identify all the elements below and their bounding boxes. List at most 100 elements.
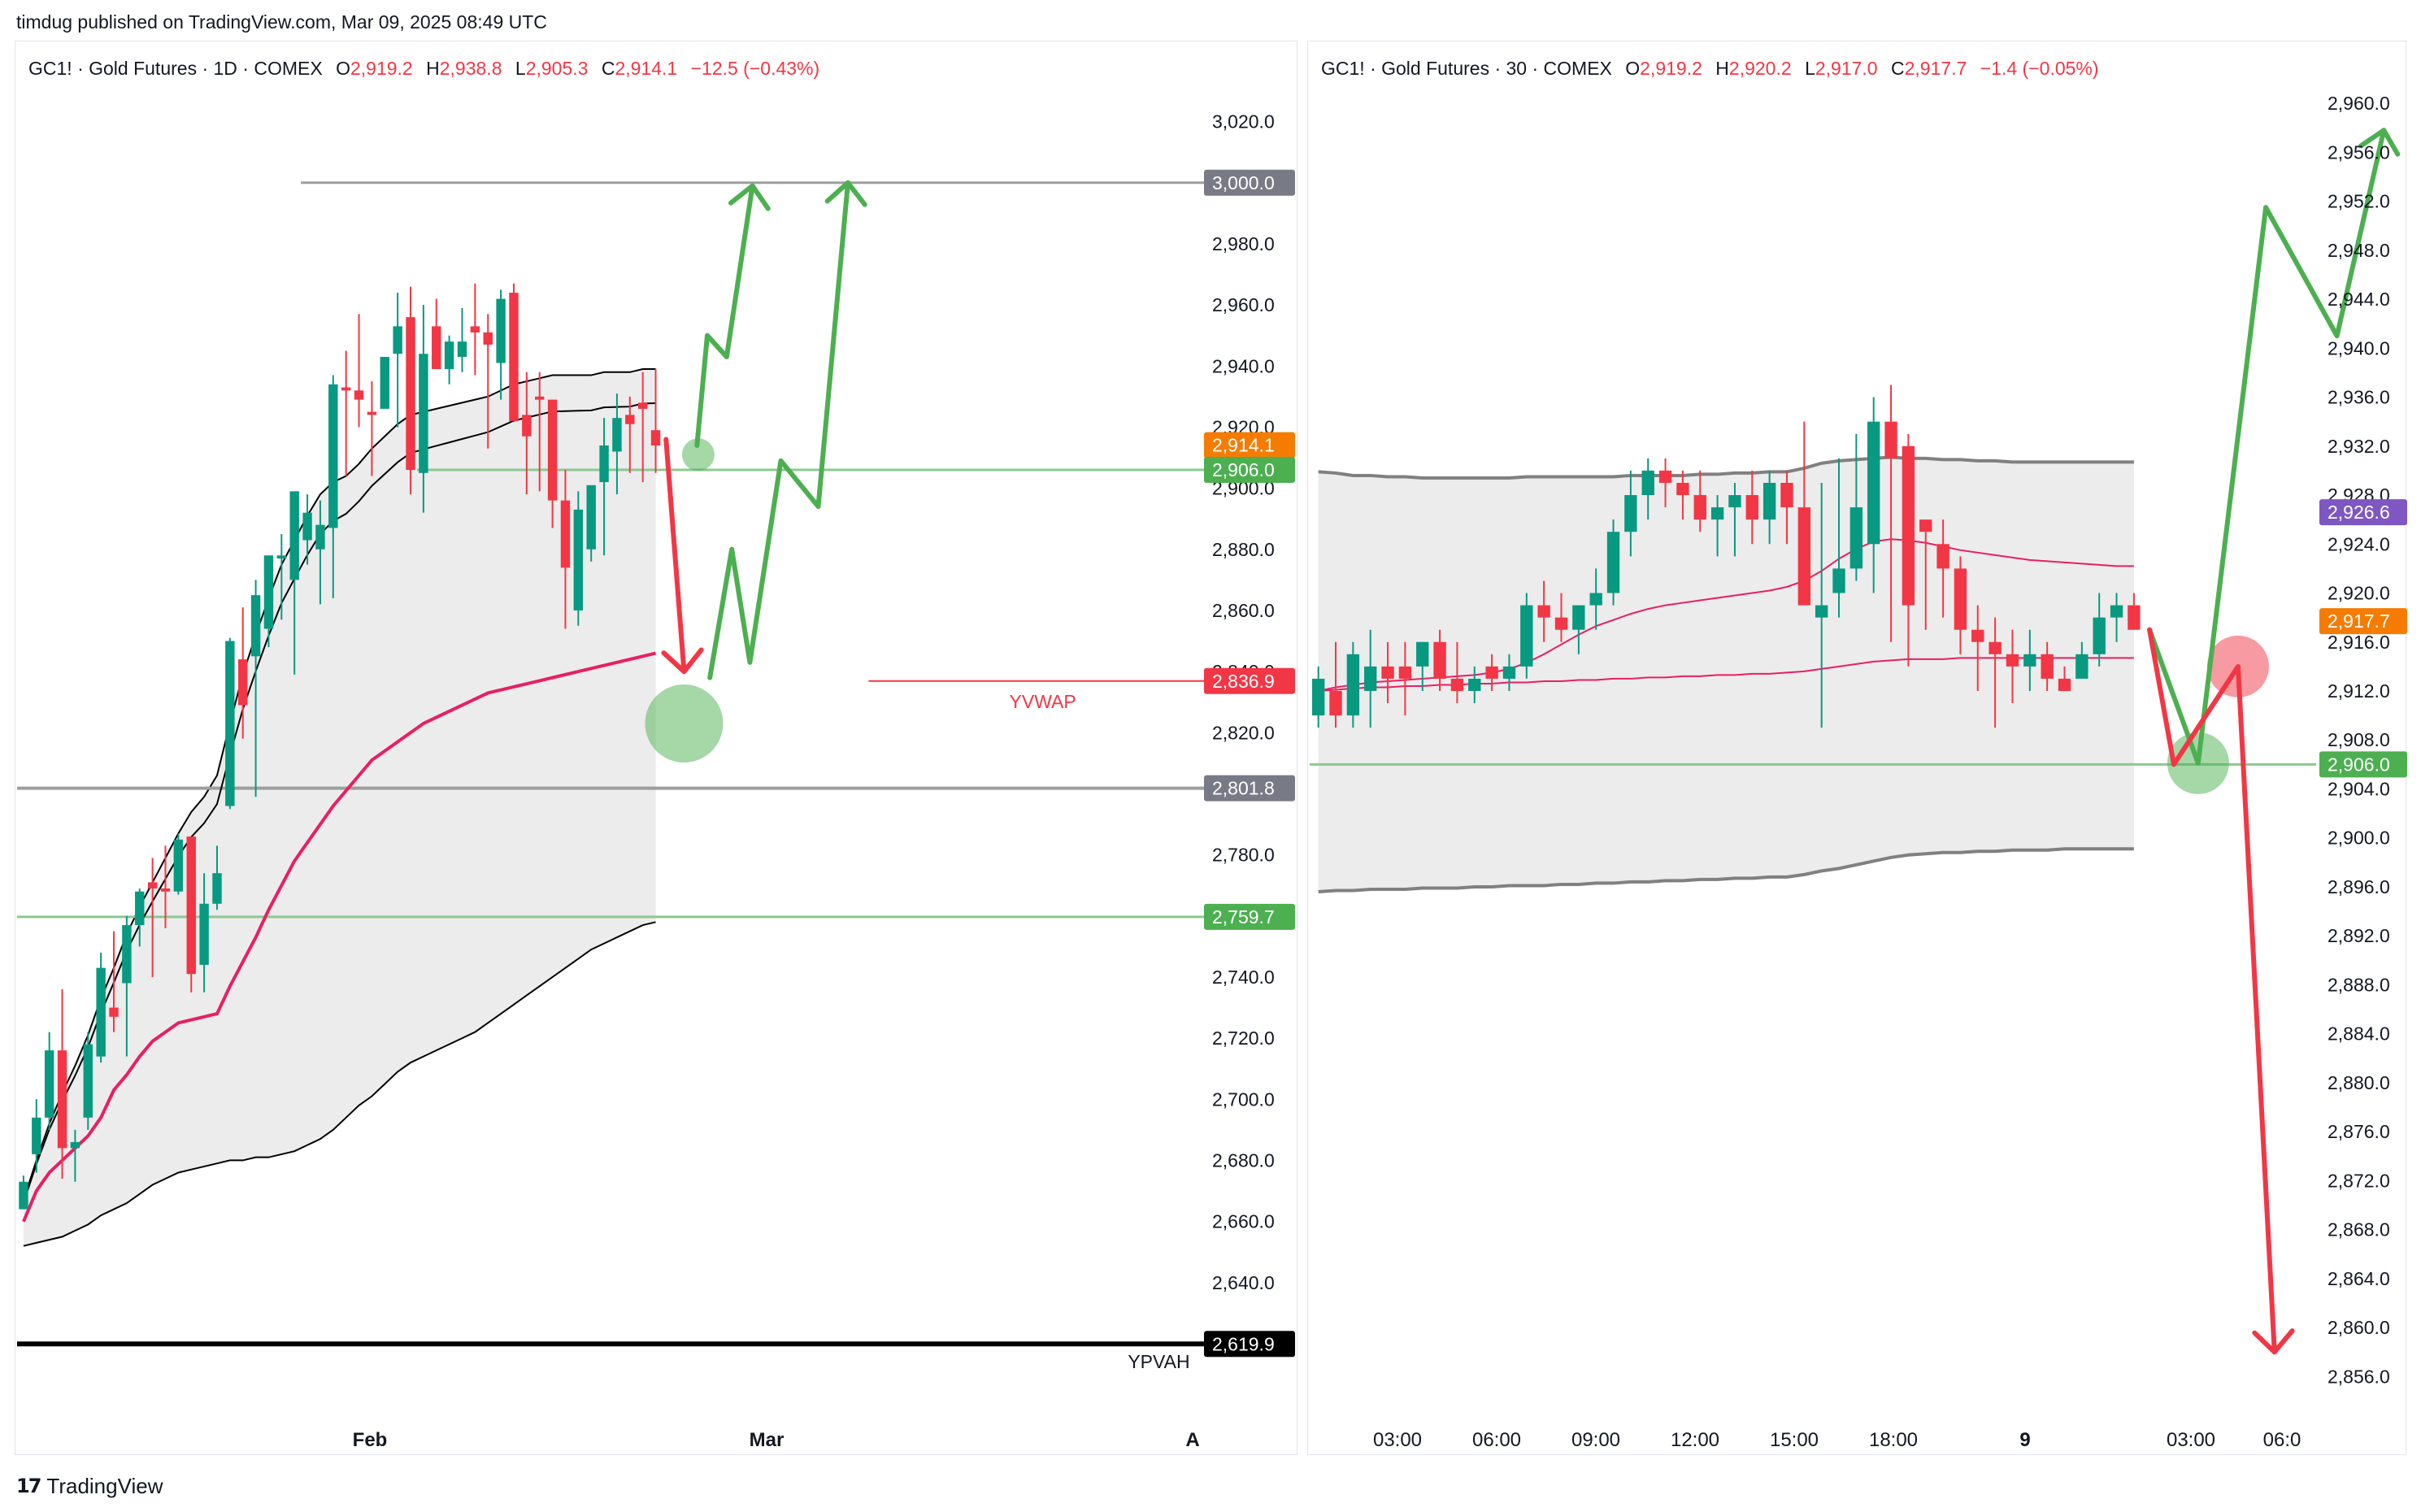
y-axis-tick-label: 2,948.0: [2328, 240, 2390, 261]
price-tag-box: [2319, 499, 2407, 526]
daily-close-value: 2,914.1: [615, 58, 678, 79]
band-lower-line: [23, 921, 656, 1247]
y-axis-tick-label: 3,020.0: [1212, 111, 1275, 133]
candle-body: [419, 354, 428, 473]
candle-body: [625, 415, 635, 424]
scenario-path: [707, 180, 850, 680]
price-tag-label: 2,759.7: [1212, 906, 1275, 928]
candle-body: [1797, 507, 1811, 606]
candle-body: [496, 298, 506, 363]
price-tag-box: [2319, 751, 2407, 778]
price-tag-label: 2,906.0: [1212, 459, 1275, 480]
candle-body: [573, 509, 584, 610]
daily-close-label: C: [601, 58, 615, 79]
price-tag-label: 2,801.8: [1212, 778, 1275, 799]
chart-annotation-label: YPVAH: [1128, 1351, 1189, 1372]
candle-body: [238, 659, 248, 706]
candle-body: [535, 396, 545, 400]
candle-body: [2058, 678, 2071, 691]
daily-change-value: −12.5 (−0.43%): [690, 58, 820, 79]
price-tag-label: 2,917.7: [2328, 610, 2390, 632]
candle-body: [70, 1141, 80, 1149]
candle-body: [276, 555, 287, 559]
price-tag-box: [1204, 667, 1295, 694]
candle-body: [1884, 421, 1897, 458]
x-axis-tick-label: Mar: [750, 1429, 785, 1451]
candle-body: [109, 1007, 119, 1017]
band-upper-line: [1318, 455, 2134, 480]
candle-body: [2128, 605, 2141, 630]
chart-panel-daily[interactable]: YVWAP YPVAH 3,020.0 2,980.0 2,960.0 2,940.0 2,…: [15, 41, 1297, 1455]
daily-high-label: H: [426, 58, 440, 79]
candle-body: [1641, 470, 1654, 496]
daily-chart-svg[interactable]: YVWAP YPVAH 3,020.0 2,980.0 2,960.0 2,940.0 2,…: [15, 41, 1298, 1456]
candle-body: [1658, 470, 1672, 483]
y-axis-tick-label: 2,868.0: [2328, 1219, 2390, 1240]
y-axis-tick-label: 2,904.0: [2328, 778, 2390, 799]
x-axis-tick-label: 9: [2019, 1429, 2030, 1451]
tradingview-wordmark: TradingView: [46, 1474, 163, 1498]
candle-body: [483, 332, 493, 345]
y-axis-tick-label: 2,936.0: [2328, 387, 2390, 408]
candle-body: [1954, 568, 1967, 630]
daily-symbol-title: GC1! · Gold Futures · 1D · COMEX: [28, 58, 323, 79]
candle-body: [1780, 482, 1793, 508]
candle-body: [1572, 605, 1585, 630]
candle-body: [2093, 617, 2106, 654]
y-axis-tick-label: 2,912.0: [2328, 680, 2390, 702]
y-axis-tick-label: 2,700.0: [1212, 1088, 1275, 1110]
x-axis-tick-label: 09:00: [1571, 1429, 1620, 1451]
intraday-low-value: 2,917.0: [1815, 58, 1878, 79]
intraday-low-label: L: [1805, 58, 1815, 79]
candle-body: [612, 418, 622, 452]
price-tag-box: [1204, 432, 1295, 458]
candle-body: [186, 836, 196, 975]
candle-body: [1364, 666, 1377, 691]
candle-body: [135, 891, 145, 926]
chart-panel-30min[interactable]: 2,960.0 2,956.0 2,952.0 2,948.0 2,944.0 2,940…: [1307, 41, 2407, 1456]
price-tag-box: [2319, 608, 2407, 635]
x-axis-tick-label: 06:0: [2263, 1429, 2301, 1451]
candle-body: [547, 399, 558, 501]
candle-body: [1919, 519, 1932, 532]
y-axis-tick-label: 2,916.0: [2328, 632, 2390, 653]
daily-low-value: 2,905.3: [525, 58, 589, 79]
x-axis-tick-label: A: [1185, 1429, 1199, 1451]
x-axis-tick-label: 06:00: [1472, 1429, 1521, 1451]
price-tag-label: 3,000.0: [1212, 172, 1275, 193]
candle-body: [302, 512, 312, 541]
candle-body: [1676, 482, 1689, 496]
candle-body: [1606, 532, 1620, 593]
scenario-arrowhead: [2358, 128, 2401, 157]
y-axis-tick-label: 2,900.0: [2328, 828, 2390, 849]
scenario-arrowhead: [661, 647, 704, 675]
candle-body: [470, 326, 480, 332]
candle-body: [444, 341, 454, 370]
chart-annotation-label: YVWAP: [1010, 691, 1076, 712]
candle-body: [225, 641, 235, 806]
y-axis-tick-label: 2,908.0: [2328, 729, 2390, 750]
candle-body: [1346, 654, 1360, 716]
y-axis-tick-label: 2,896.0: [2328, 876, 2390, 897]
y-axis-tick-label: 2,940.0: [2328, 337, 2390, 358]
intraday-high-value: 2,920.2: [1728, 58, 1792, 79]
candle-body: [1502, 666, 1516, 679]
candle-body: [250, 595, 261, 657]
price-tag-box: [1204, 903, 1295, 930]
y-axis-tick-label: 2,932.0: [2328, 436, 2390, 457]
candle-body: [1763, 482, 1776, 520]
daily-chart-header: GC1! · Gold Futures · 1D · COMEX O2,919.…: [28, 58, 819, 80]
y-axis-tick-label: 2,960.0: [2328, 93, 2390, 114]
tradingview-mark-icon: 𝟭𝟳: [16, 1475, 41, 1497]
scenario-path: [2147, 627, 2277, 1355]
tradingview-logo[interactable]: 𝟭𝟳 TradingView: [16, 1474, 163, 1499]
candle-body: [1989, 641, 2002, 654]
candle-body: [522, 415, 532, 437]
candle-body: [2110, 605, 2123, 618]
candle-body: [380, 357, 389, 409]
candle-body: [173, 839, 184, 892]
candle-body: [32, 1117, 41, 1154]
intraday-chart-svg[interactable]: 2,960.0 2,956.0 2,952.0 2,948.0 2,944.0 2,940…: [1308, 41, 2407, 1456]
publisher-caption: timdug published on TradingView.com, Mar…: [16, 11, 547, 33]
intraday-close-label: C: [1891, 58, 1905, 79]
